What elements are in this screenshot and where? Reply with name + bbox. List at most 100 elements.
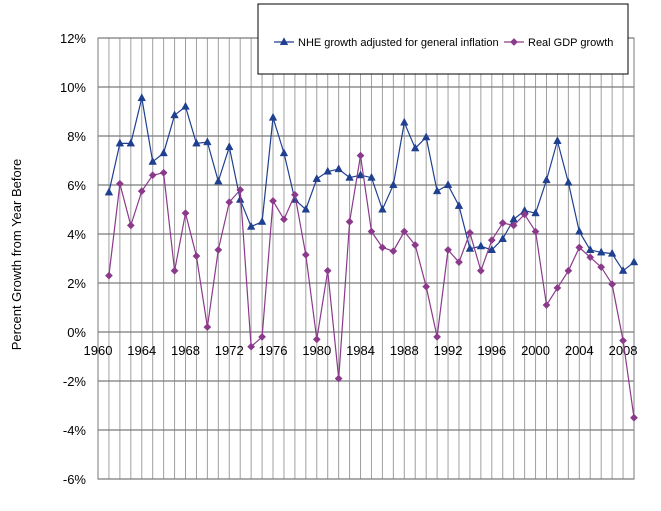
x-tick-label: 1988 <box>390 343 419 358</box>
data-point <box>575 226 584 235</box>
y-tick-label: 2% <box>67 276 86 291</box>
data-point <box>487 236 496 245</box>
data-point <box>323 166 332 175</box>
data-point <box>498 234 507 242</box>
data-point <box>280 215 288 224</box>
data-point <box>290 190 299 199</box>
data-point <box>159 148 168 157</box>
data-point <box>389 180 398 189</box>
data-point <box>115 138 125 147</box>
y-tick-label: 8% <box>67 129 86 144</box>
data-point <box>181 101 190 110</box>
data-point <box>170 266 179 275</box>
data-point <box>235 194 245 203</box>
data-point <box>465 228 474 237</box>
data-point <box>148 157 157 165</box>
data-point <box>619 336 628 345</box>
y-axis-label: Percent Growth from Year Before <box>9 159 24 350</box>
data-point <box>225 142 234 151</box>
data-point <box>367 172 376 181</box>
data-point <box>203 137 212 146</box>
data-point <box>246 221 256 230</box>
x-tick-label: 1960 <box>84 343 113 358</box>
data-point <box>345 217 354 226</box>
y-tick-label: -2% <box>63 374 87 389</box>
data-point <box>367 227 376 236</box>
data-point <box>378 243 387 252</box>
data-point <box>236 185 245 194</box>
data-point <box>334 374 343 383</box>
plot-area <box>98 38 634 479</box>
data-point <box>618 266 628 274</box>
data-point <box>596 247 606 256</box>
data-point <box>553 283 562 292</box>
data-point <box>389 247 398 256</box>
x-tick-label: 1980 <box>302 343 331 358</box>
data-point <box>422 282 431 291</box>
data-point <box>137 93 146 102</box>
data-point <box>553 136 562 144</box>
data-point <box>630 413 638 422</box>
legend-box <box>257 3 629 75</box>
x-tick-label: 2000 <box>521 343 550 358</box>
data-point <box>247 342 256 351</box>
data-point <box>476 266 485 275</box>
data-point <box>542 301 551 310</box>
data-point <box>203 323 212 332</box>
legend-item: Real GDP growth <box>504 37 613 49</box>
data-point <box>476 241 486 250</box>
x-tick-label: 2004 <box>565 343 594 358</box>
y-tick-label: 6% <box>67 178 86 193</box>
data-point <box>455 258 463 267</box>
data-point <box>411 143 420 152</box>
data-point <box>126 138 136 147</box>
data-point <box>181 209 190 218</box>
x-tick-label: 1964 <box>127 343 156 358</box>
data-point <box>520 210 529 219</box>
x-tick-label: 1976 <box>259 343 288 358</box>
data-point <box>345 172 354 181</box>
data-point <box>432 186 442 195</box>
data-point <box>312 174 321 182</box>
data-point <box>411 241 420 249</box>
data-point <box>509 221 518 230</box>
x-tick-label: 1996 <box>477 343 506 358</box>
series-real-gdp-growth <box>104 151 638 422</box>
data-point <box>487 245 497 253</box>
y-tick-label: 10% <box>60 80 86 95</box>
data-point <box>170 110 179 119</box>
data-point <box>323 266 332 275</box>
series-nhe-growth <box>104 93 639 274</box>
data-point <box>225 198 234 207</box>
data-point <box>564 266 573 275</box>
x-tick-label: 1972 <box>215 343 244 358</box>
data-point <box>269 196 277 205</box>
data-point <box>115 179 124 188</box>
data-point <box>400 227 409 236</box>
data-point <box>137 187 146 196</box>
grid <box>97 37 635 480</box>
data-point <box>421 132 431 141</box>
data-point <box>586 253 595 262</box>
legend-marker <box>510 38 518 46</box>
data-point <box>268 112 278 121</box>
data-point <box>564 177 573 186</box>
data-point <box>192 252 201 261</box>
x-tick-label: 1968 <box>171 343 200 358</box>
data-point <box>334 164 343 173</box>
data-point <box>301 250 310 259</box>
y-tick-label: 12% <box>60 31 86 46</box>
axes: -6% -4% -2% 0% 2% 4% 6% 8% 10% 12% 1960 1964 1968 197… <box>60 31 638 487</box>
data-point <box>159 168 168 177</box>
data-point <box>608 280 617 289</box>
x-tick-label: 1992 <box>434 343 463 358</box>
data-point <box>301 204 311 213</box>
data-point <box>575 243 584 252</box>
data-point <box>148 171 157 180</box>
data-point <box>607 248 617 257</box>
data-point <box>531 227 540 236</box>
y-tick-label: 0% <box>67 325 86 340</box>
data-point <box>312 335 321 344</box>
